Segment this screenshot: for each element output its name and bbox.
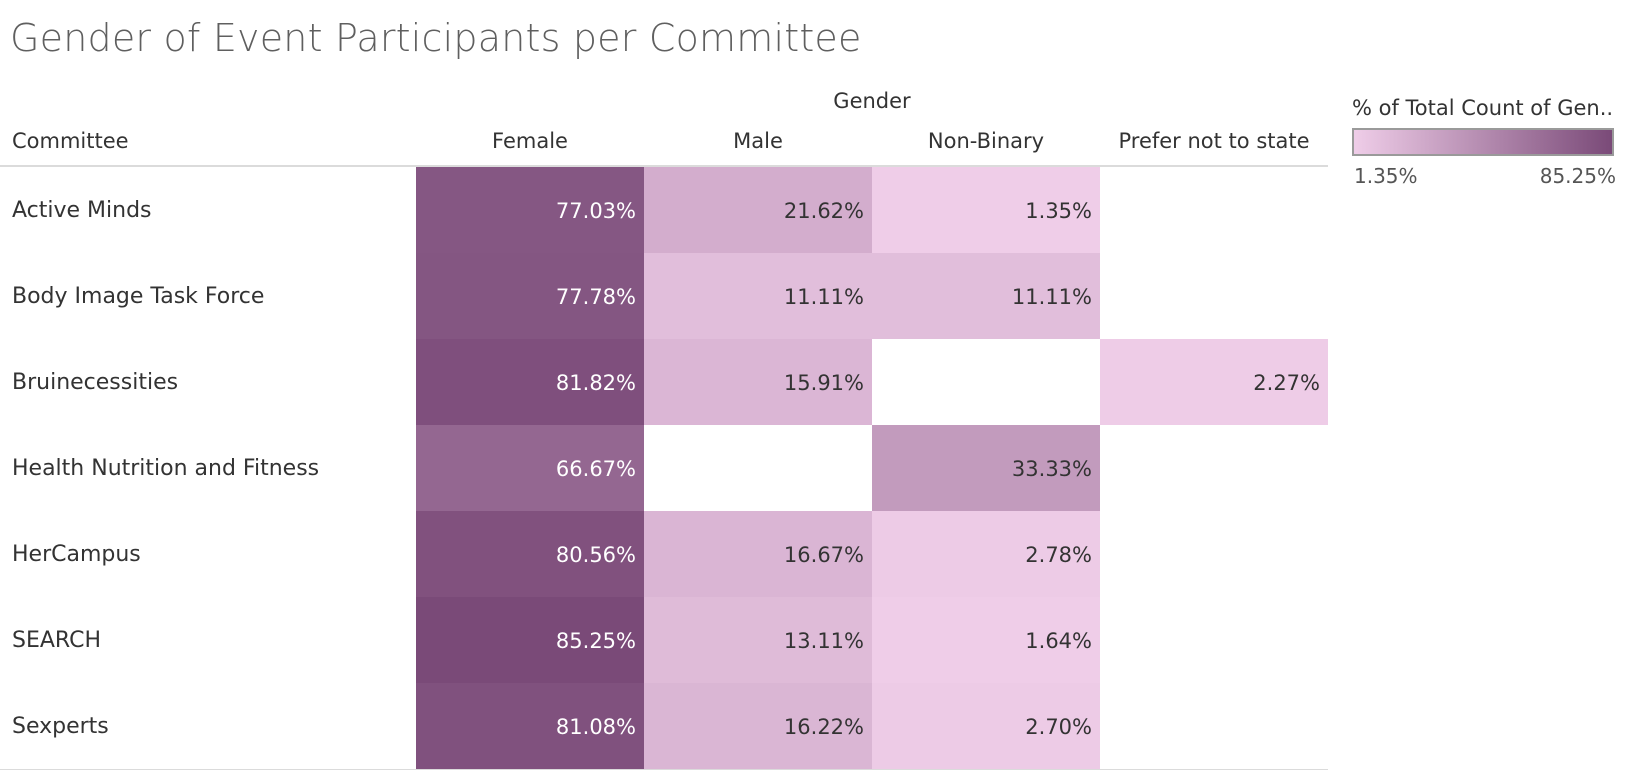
row-label: SEARCH [12,628,101,653]
heatmap-cell [416,597,644,683]
cell-value-label: 77.03% [556,199,636,223]
cell-value-label: 13.11% [784,629,864,653]
cell-value-label: 66.67% [556,457,636,481]
cell-value-label: 11.11% [1012,285,1092,309]
heatmap-cell [872,683,1100,769]
cell-value-label: 33.33% [1012,457,1092,481]
heatmap-cell [644,167,872,253]
legend-title: % of Total Count of Gen.. [1352,96,1614,120]
cell-value-label: 16.22% [784,715,864,739]
heatmap-cell [872,167,1100,253]
heatmap-cell [416,253,644,339]
heatmap-cell [416,425,644,511]
heatmap-cell [644,683,872,769]
column-group-label: Gender [833,89,911,113]
heatmap-cell [872,597,1100,683]
row-label: Active Minds [12,198,152,223]
heatmap-cell [416,511,644,597]
cell-value-label: 2.27% [1253,371,1320,395]
legend-max-label: 85.25% [1539,164,1616,188]
cell-value-label: 81.82% [556,371,636,395]
column-header: Non-Binary [928,129,1044,153]
heatmap-cell [872,425,1100,511]
heatmap-cell [416,167,644,253]
cell-value-label: 81.08% [556,715,636,739]
heatmap-cell [416,683,644,769]
legend-gradient-bar [1352,128,1614,156]
column-header: Male [733,129,783,153]
heatmap-cell [644,339,872,425]
heatmap-cell [872,253,1100,339]
cell-value-label: 21.62% [784,199,864,223]
heatmap-chart: Gender Committee Female Male Non-Binary Prefe… [0,89,1328,770]
cell-value-label: 80.56% [556,543,636,567]
row-label: Body Image Task Force [12,284,264,309]
heatmap-cell [416,339,644,425]
cell-value-label: 2.70% [1025,715,1092,739]
heatmap-cell [644,597,872,683]
cell-value-label: 15.91% [784,371,864,395]
cell-value-label: 11.11% [784,285,864,309]
column-header: Female [492,129,568,153]
cell-value-label: 2.78% [1025,543,1092,567]
cell-value-label: 16.67% [784,543,864,567]
row-label: Sexperts [12,714,109,739]
cell-value-label: 85.25% [556,629,636,653]
cell-value-label: 1.64% [1025,629,1092,653]
legend-min-label: 1.35% [1354,164,1418,188]
row-label: Health Nutrition and Fitness [12,456,319,481]
color-legend: % of Total Count of Gen.. 1.35% 85.25% [1352,96,1624,190]
row-label: Bruinecessities [12,370,178,395]
cell-value-label: 77.78% [556,285,636,309]
legend-labels: 1.35% 85.25% [1352,164,1624,190]
cell-value-label: 1.35% [1025,199,1092,223]
row-label: HerCampus [12,542,141,567]
page-title: Gender of Event Participants per Committ… [10,16,862,60]
heatmap-cell [644,511,872,597]
heatmap-cell [1100,339,1328,425]
row-header-label: Committee [12,129,129,153]
heatmap-cell [644,253,872,339]
column-header: Prefer not to state [1118,129,1309,153]
heatmap-cell [872,511,1100,597]
